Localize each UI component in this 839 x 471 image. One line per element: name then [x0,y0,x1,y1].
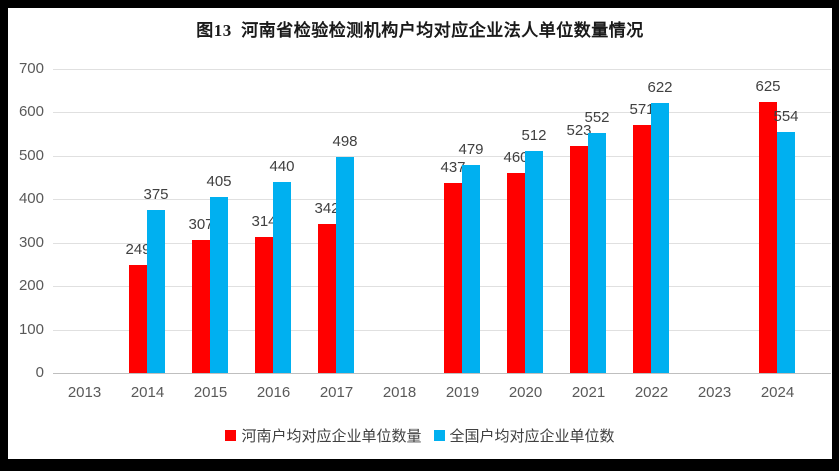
y-axis-label-700: 700 [18,60,44,77]
value-label-henan-2020: 460 [503,149,529,166]
bar-national-2015 [210,197,228,373]
value-label-henan-2017: 342 [314,200,340,217]
x-axis-label-2023: 2023 [697,384,732,401]
bar-national-2020 [525,151,543,373]
value-label-national-2019: 479 [458,141,484,158]
x-axis-label-2020: 2020 [508,384,543,401]
bar-henan-2017 [318,224,336,373]
legend-item-national: 全国户均对应企业单位数 [433,425,615,446]
bar-henan-2015 [192,240,210,373]
x-axis-label-2013: 2013 [67,384,102,401]
gridline-100 [53,330,831,331]
value-label-henan-2015: 307 [188,216,214,233]
x-axis-label-2024: 2024 [760,384,795,401]
bar-henan-2021 [570,146,588,373]
x-axis-label-2022: 2022 [634,384,669,401]
value-label-national-2021: 552 [584,109,610,126]
legend-label-national: 全国户均对应企业单位数 [449,428,615,445]
x-axis-label-2019: 2019 [445,384,480,401]
x-axis-label-2017: 2017 [319,384,354,401]
value-label-national-2016: 440 [269,158,295,175]
y-axis-label-100: 100 [18,321,44,338]
legend-swatch-national-icon [433,430,445,441]
bar-henan-2019 [444,183,462,373]
gridline-200 [53,286,831,287]
bar-national-2017 [336,157,354,373]
x-axis-label-2018: 2018 [382,384,417,401]
y-axis-label-500: 500 [18,147,44,164]
y-axis-label-400: 400 [18,190,44,207]
bar-henan-2014 [129,265,147,373]
legend-item-henan: 河南户均对应企业单位数量 [225,425,422,446]
y-axis-label-300: 300 [18,234,44,251]
value-label-national-2017: 498 [332,133,358,150]
bar-national-2014 [147,210,165,373]
bar-henan-2020 [507,173,525,373]
chart-title: 图13 河南省检验检测机构户均对应企业法人单位数量情况 [196,21,644,40]
value-label-national-2015: 405 [206,173,232,190]
legend-swatch-henan-icon [225,430,237,441]
y-axis-label-0: 0 [35,364,44,381]
value-label-henan-2022: 571 [629,101,655,118]
y-axis-label-200: 200 [18,277,44,294]
x-axis-label-2015: 2015 [193,384,228,401]
value-label-henan-2024: 625 [755,78,781,95]
legend-label-henan: 河南户均对应企业单位数量 [241,428,422,445]
gridline-700 [53,69,831,70]
legend: 河南户均对应企业单位数量 全国户均对应企业单位数 [8,425,832,446]
bar-henan-2022 [633,125,651,373]
gridline-0 [53,373,831,374]
bar-henan-2024 [759,102,777,373]
value-label-national-2014: 375 [143,186,169,203]
value-label-henan-2021: 523 [566,122,592,139]
plot-area: 0 100 200 300 400 500 600 700 2013 2014 2015 2016 20… [8,8,832,459]
gridline-600 [53,112,831,113]
value-label-henan-2016: 314 [251,213,277,230]
value-label-national-2020: 512 [521,127,547,144]
bar-national-2016 [273,182,291,373]
y-axis-label-600: 600 [18,103,44,120]
x-axis-label-2016: 2016 [256,384,291,401]
bar-national-2021 [588,133,606,373]
value-label-henan-2014: 249 [125,241,151,258]
x-axis-label-2021: 2021 [571,384,606,401]
gridline-500 [53,156,831,157]
gridline-400 [53,199,831,200]
bar-national-2019 [462,165,480,373]
value-label-national-2022: 622 [647,79,673,96]
gridline-300 [53,243,831,244]
value-label-national-2024: 554 [773,108,799,125]
chart-canvas: 图13 河南省检验检测机构户均对应企业法人单位数量情况 0 100 200 300 40… [8,8,832,459]
bar-henan-2016 [255,237,273,373]
value-label-henan-2019: 437 [440,159,466,176]
bar-national-2024 [777,132,795,373]
x-axis-label-2014: 2014 [130,384,165,401]
bar-national-2022 [651,103,669,373]
